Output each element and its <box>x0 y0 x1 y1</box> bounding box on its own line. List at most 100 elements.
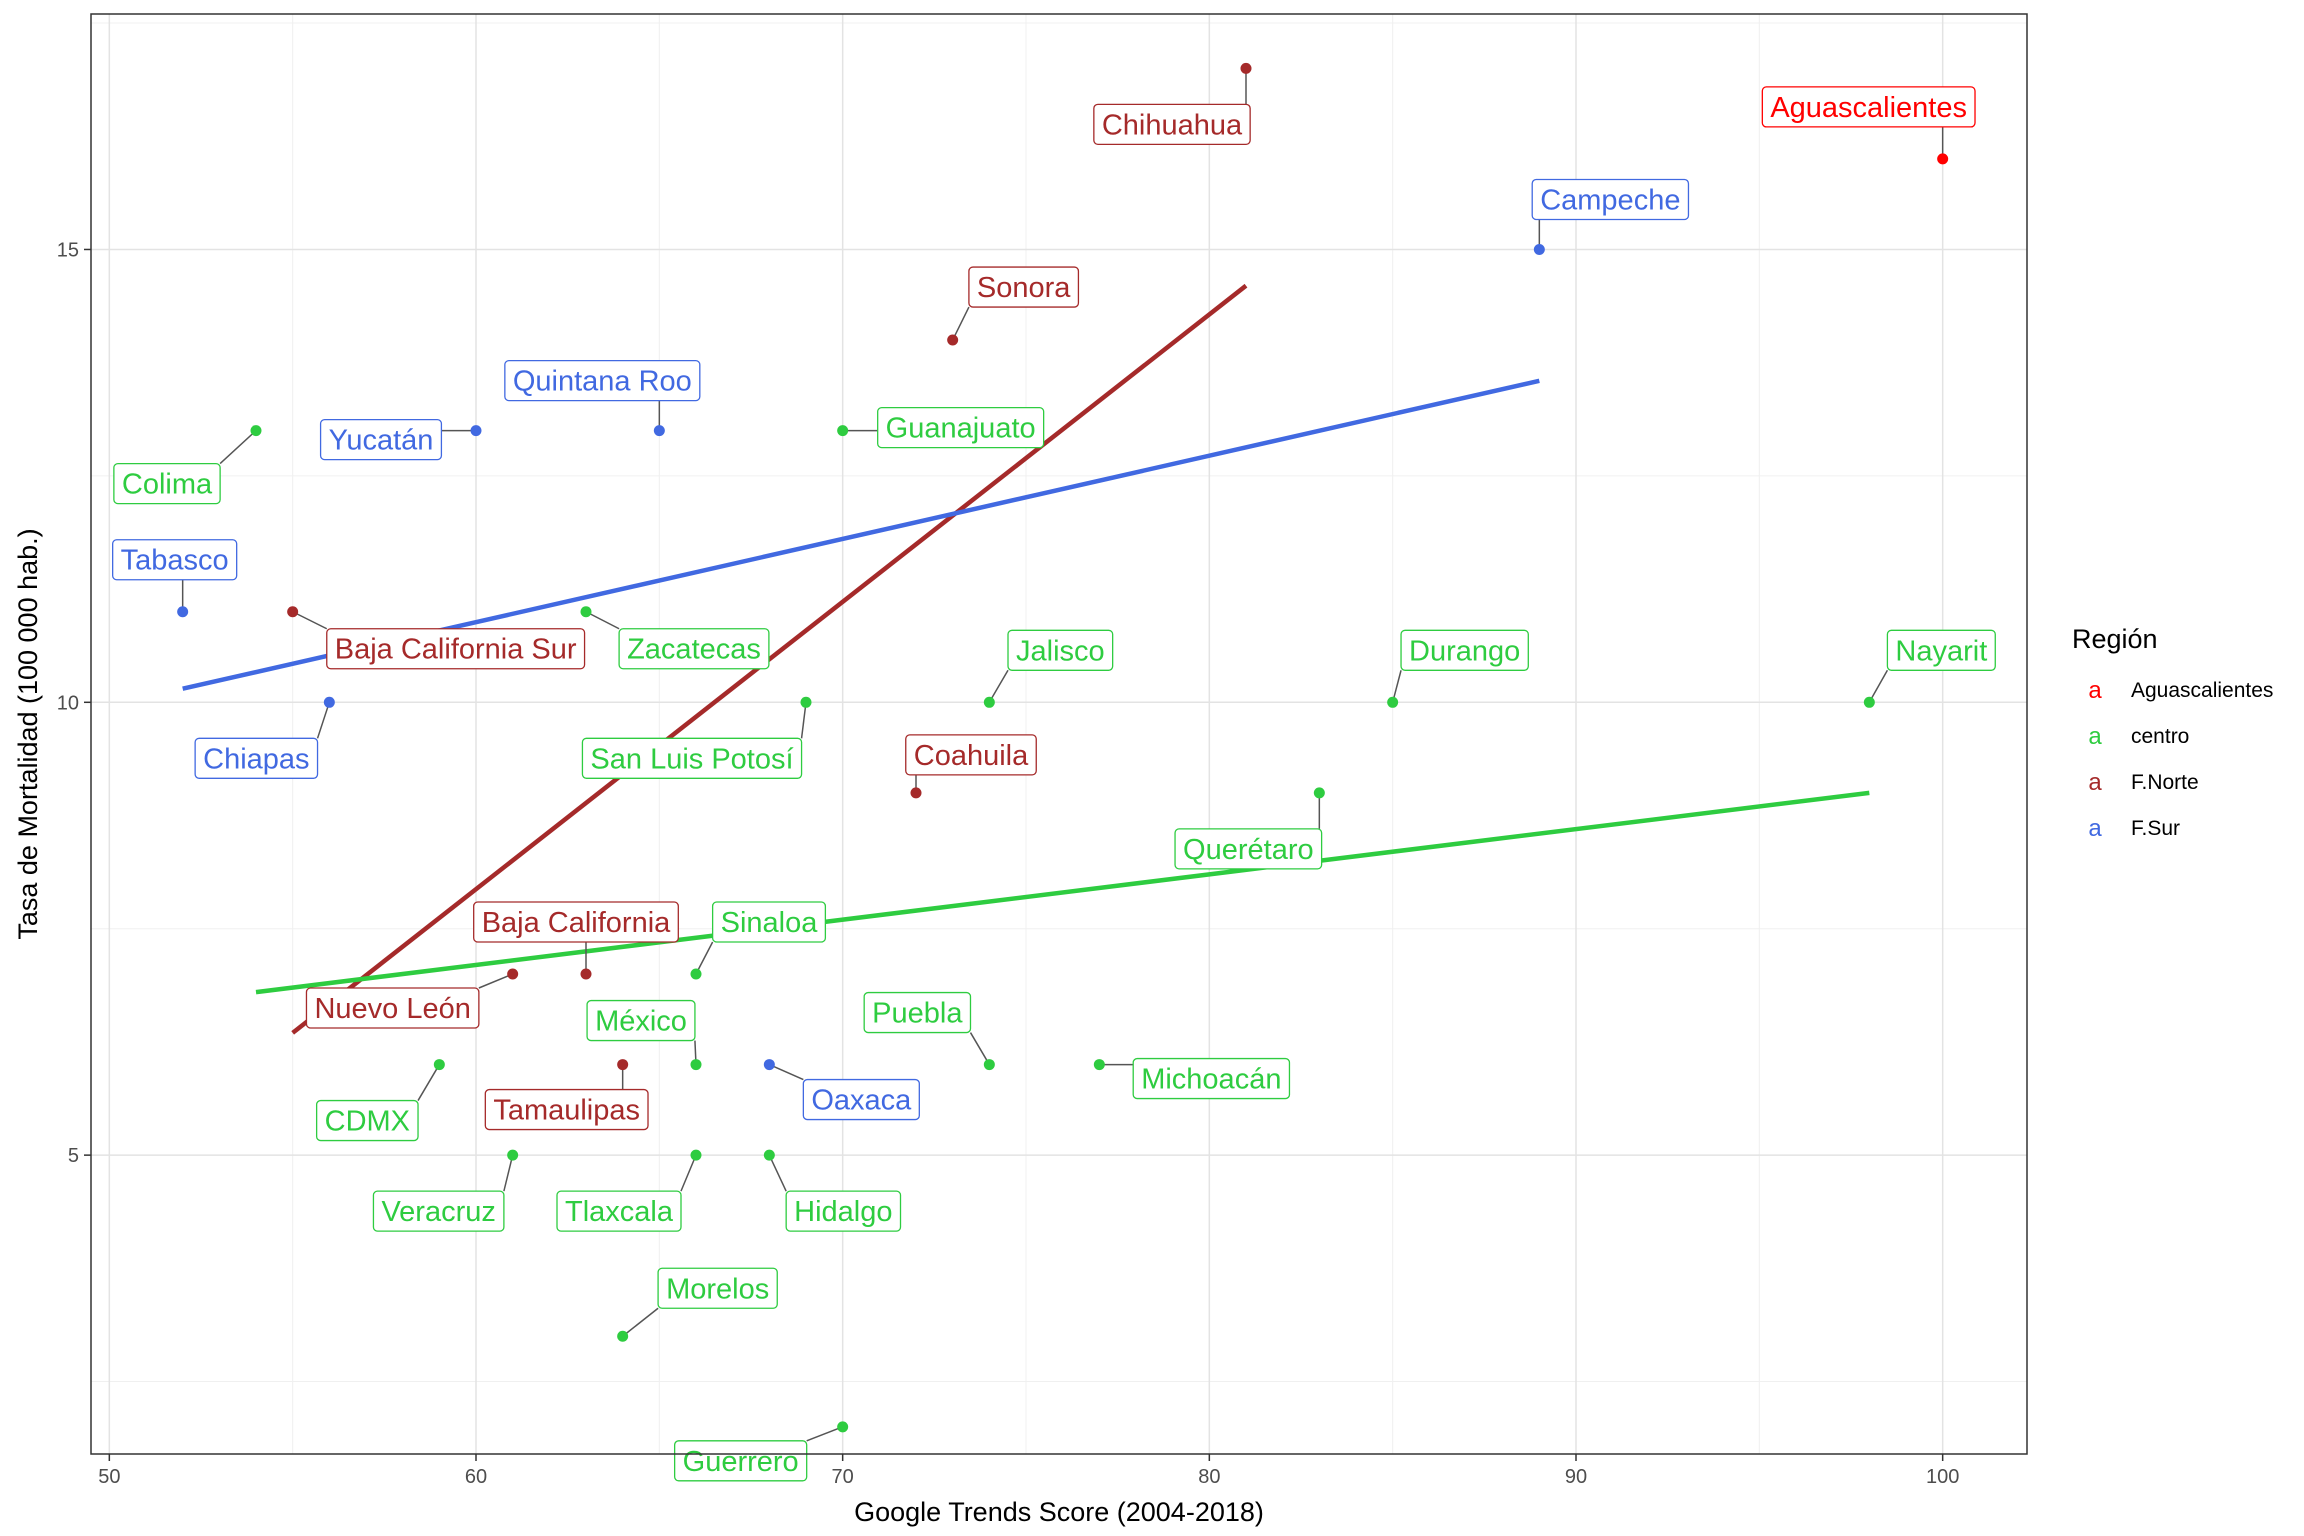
label-text: Colima <box>122 469 213 501</box>
label-text: CDMX <box>325 1106 410 1138</box>
label-connector <box>292 611 328 630</box>
label-text: Nuevo León <box>314 993 470 1025</box>
legend-label: Aguascalientes <box>2131 679 2273 702</box>
label-box <box>1132 1057 1291 1100</box>
label-text: Tamaulipas <box>493 1095 640 1127</box>
point-label-hidalgo: Hidalgo <box>785 1190 902 1232</box>
label-connector <box>219 430 257 465</box>
label-text: Tlaxcala <box>565 1196 674 1228</box>
label-text: Sinaloa <box>721 907 819 939</box>
point-label-zacatecas: Zacatecas <box>618 628 770 670</box>
label-box <box>319 418 443 461</box>
legend-key: a <box>2088 677 2102 704</box>
point-label-san-luis-potosi: San Luis Potosí <box>581 737 803 779</box>
x-tick-label: 100 <box>1926 1466 1959 1488</box>
panel-border <box>90 13 2028 1455</box>
point-label-michoacan: Michoacán <box>1132 1057 1291 1100</box>
legend-item-f-norte: a F.Norte <box>2088 769 2198 796</box>
point-label-tabasco: Tabasco <box>112 539 238 581</box>
label-box <box>194 737 319 779</box>
label-box <box>586 999 696 1042</box>
x-tick-label: 90 <box>1565 1466 1587 1488</box>
legend: Región a Aguascalientes a centro a F.Norte a F.… <box>2072 624 2273 842</box>
label-text: Durango <box>1409 635 1520 667</box>
point-label-quintana-roo: Quintana Roo <box>504 359 701 402</box>
point-tamaulipas <box>617 1059 629 1071</box>
label-box <box>504 359 701 402</box>
point-hidalgo <box>763 1149 775 1161</box>
label-text: Aguascalientes <box>1770 92 1967 124</box>
point-sinaloa <box>690 968 702 980</box>
legend-label: centro <box>2131 725 2189 748</box>
point-colima <box>250 425 262 437</box>
point-zacatecas <box>580 606 592 618</box>
point-cdmx <box>433 1059 445 1071</box>
point-durango <box>1387 696 1399 708</box>
label-box <box>802 1078 920 1121</box>
label-text: Querétaro <box>1183 834 1314 866</box>
point-coahuila <box>910 787 922 799</box>
point-sonora <box>947 334 959 346</box>
x-axis-ticks: 50 60 70 80 90 100 <box>98 1454 1959 1488</box>
point-chiapas <box>323 696 335 708</box>
point-queretaro <box>1313 787 1325 799</box>
point-label-baja-california-sur: Baja California Sur <box>326 628 586 670</box>
label-text: Chihuahua <box>1102 109 1243 141</box>
label-box <box>556 1190 682 1232</box>
label-box <box>372 1190 505 1232</box>
label-text: Jalisco <box>1016 635 1105 667</box>
point-puebla <box>983 1059 995 1071</box>
label-connector <box>1391 670 1402 703</box>
point-label-morelos: Morelos <box>657 1267 778 1309</box>
trend-line-centro <box>255 790 1870 995</box>
label-text: Chiapas <box>203 743 309 775</box>
x-tick-label: 60 <box>465 1466 487 1488</box>
label-connector <box>1868 669 1889 703</box>
label-connector <box>951 306 970 341</box>
point-label-colima: Colima <box>113 462 221 505</box>
point-michoacan <box>1093 1059 1105 1071</box>
legend-key: a <box>2088 723 2102 750</box>
label-box <box>1886 629 1996 671</box>
label-connector <box>585 611 620 630</box>
label-box <box>1007 629 1114 671</box>
point-label-cdmx: CDMX <box>315 1099 419 1142</box>
x-tick-label: 50 <box>98 1466 120 1488</box>
point-san-luis-potosi <box>800 696 812 708</box>
legend-item-f-sur: a F.Sur <box>2088 815 2180 842</box>
grid <box>91 14 2027 1454</box>
point-aguascalientes <box>1937 153 1949 165</box>
legend-item-centro: a centro <box>2088 723 2189 750</box>
point-label-tlaxcala: Tlaxcala <box>556 1190 682 1232</box>
label-box <box>905 734 1037 776</box>
point-label-aguascalientes: Aguascalientes <box>1761 86 1976 128</box>
legend-label: F.Sur <box>2131 817 2180 840</box>
point-tabasco <box>177 606 189 618</box>
point-label-sinaloa: Sinaloa <box>711 901 827 943</box>
label-box <box>581 737 803 779</box>
label-text: Veracruz <box>381 1196 495 1228</box>
point-baja-california-sur <box>287 606 299 618</box>
label-box <box>315 1099 419 1142</box>
label-text: Tabasco <box>121 545 229 577</box>
legend-title: Región <box>2072 624 2158 654</box>
x-tick-label: 80 <box>1198 1466 1220 1488</box>
label-text: Hidalgo <box>794 1196 892 1228</box>
x-axis-label: Google Trends Score (2004-2018) <box>854 1497 1264 1527</box>
label-connector <box>769 1063 804 1081</box>
legend-key: a <box>2088 769 2102 796</box>
label-box <box>618 628 770 670</box>
y-axis-label: Tasa de Mortalidad (100 000 hab.) <box>13 528 43 939</box>
x-tick-label: 70 <box>832 1466 854 1488</box>
label-box <box>1093 103 1251 145</box>
label-text: Quintana Roo <box>513 366 692 398</box>
label-connector <box>680 1154 697 1192</box>
label-text: México <box>595 1006 687 1038</box>
point-label-yucatan: Yucatán <box>319 418 443 461</box>
label-box <box>305 987 480 1029</box>
label-box <box>863 991 972 1034</box>
point-yucatan <box>470 425 482 437</box>
label-text: Michoacán <box>1141 1064 1281 1096</box>
legend-item-aguascalientes: a Aguascalientes <box>2088 677 2273 704</box>
